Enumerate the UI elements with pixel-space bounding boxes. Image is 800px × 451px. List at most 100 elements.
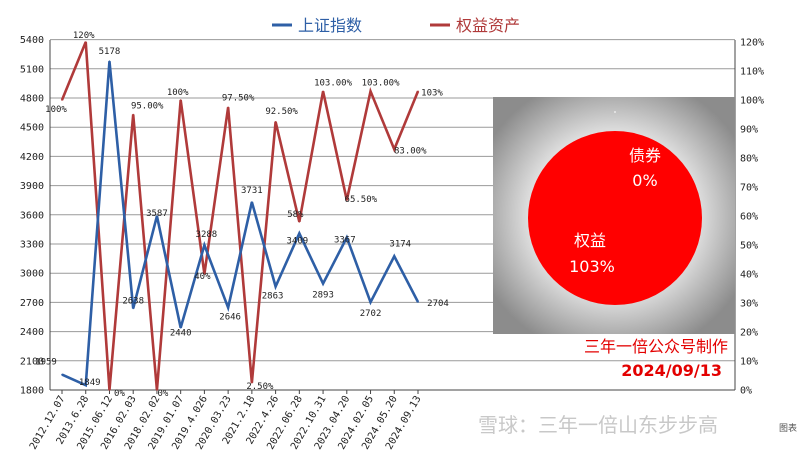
x-axis: 2012.12.072013.6.282015.06.122016.02.032…: [28, 390, 424, 451]
data-label-sse: 2702: [360, 309, 382, 319]
y2-tick-label: 70%: [740, 183, 758, 194]
data-label-equity: 92.50%: [265, 107, 298, 117]
watermark: 雪球：三年一倍山东步步高: [478, 413, 718, 437]
data-label-sse: 3288: [196, 230, 218, 240]
y2-tick-label: 30%: [740, 299, 758, 310]
data-label-sse: 2440: [170, 329, 192, 339]
series-point: [346, 199, 348, 201]
data-label-sse: 3367: [334, 235, 356, 245]
data-label-equity: 120%: [73, 31, 95, 41]
y-tick-label: 4200: [20, 152, 44, 163]
data-label-equity: 103.00%: [314, 78, 353, 88]
data-label-sse: 2893: [312, 291, 334, 301]
series-layer: [60, 41, 420, 391]
pie-label-equity: 权益: [574, 231, 606, 250]
series-point: [84, 41, 87, 43]
series-point: [369, 90, 372, 93]
data-label-equity: 95.00%: [131, 102, 164, 112]
y-tick-label: 2100: [20, 356, 44, 367]
y2-tick-label: 90%: [740, 125, 758, 136]
data-label-sse: 5178: [99, 47, 121, 57]
series-point: [203, 273, 206, 275]
y-axis-left: 1800 2100 2400 2700 3000 3300 3600 3900 4200 4500…: [20, 35, 44, 396]
y-tick-label: 3900: [20, 181, 44, 192]
y-tick-label: 5400: [20, 35, 44, 46]
legend-label-sse: 上证指数: [298, 16, 362, 35]
series-point: [108, 60, 111, 63]
data-label-sse: 2638: [122, 296, 144, 306]
pie-value-equity: 103%: [569, 257, 615, 276]
data-label-sse: 3174: [389, 239, 411, 249]
y2-tick-label: 40%: [740, 270, 758, 281]
data-label-equity: 40%: [194, 272, 211, 282]
y-tick-label: 4500: [20, 123, 44, 134]
data-labels: 1959 1849 5178 2638 3587 2440 3288 2646 3731 2863…: [35, 31, 449, 399]
series-point: [393, 148, 396, 151]
y-tick-label: 3300: [20, 240, 44, 251]
data-label-sse: 3587: [146, 209, 168, 219]
series-point: [61, 373, 63, 376]
data-label-equity: 97.50%: [222, 93, 255, 103]
data-label-equity: 0%: [114, 389, 125, 399]
data-label-equity: 100%: [45, 105, 67, 115]
y-tick-label: 1800: [20, 386, 44, 397]
y-tick-label: 3000: [20, 269, 44, 280]
y2-tick-label: 50%: [740, 241, 758, 252]
pie-slice-equity: [528, 131, 702, 305]
series-point: [227, 106, 229, 109]
data-label-sse: 2704: [427, 299, 449, 309]
y2-tick-label: 100%: [740, 96, 764, 107]
data-label-sse: 1959: [35, 358, 57, 368]
series-point: [156, 389, 158, 391]
series-point: [417, 90, 419, 93]
series-point: [369, 301, 372, 304]
series-point: [274, 120, 277, 123]
data-label-sse: 3409: [286, 236, 308, 246]
data-label-equity: 103.00%: [362, 78, 401, 88]
series-point: [251, 381, 253, 384]
credit-line: 三年一倍公众号制作: [584, 337, 728, 356]
y-axis-right: 0% 10% 20% 30% 40% 50% 60% 70% 80% 90% 100% 110% 120…: [740, 38, 764, 397]
pie-panel: 债券 0% 权益 103%: [493, 97, 735, 334]
y2-tick-label: 0%: [740, 386, 752, 397]
series-point: [132, 307, 134, 310]
y2-tick-label: 120%: [740, 38, 764, 49]
series-point: [132, 113, 134, 116]
y2-tick-label: 10%: [740, 357, 758, 368]
series-point: [298, 232, 301, 235]
y-tick-label: 3600: [20, 210, 44, 221]
series-point: [322, 282, 324, 285]
data-label-sse: 2863: [262, 292, 284, 302]
y-tick-label: 4800: [20, 94, 44, 105]
data-label-equity: 2.50%: [246, 382, 274, 392]
series-point: [156, 215, 158, 217]
data-label-equity: 100%: [167, 88, 189, 98]
series-point: [108, 389, 111, 391]
y-tick-label: 2700: [20, 298, 44, 309]
legend-label-equity: 权益资产: [456, 16, 520, 35]
series-point: [417, 301, 419, 303]
y2-tick-label: 60%: [740, 212, 758, 223]
data-label-sse: 3731: [241, 186, 263, 196]
series-point: [179, 99, 182, 101]
y2-tick-label: 110%: [740, 67, 764, 78]
data-label-equity: 0%: [158, 389, 169, 399]
series-line: [61, 61, 420, 388]
data-label-equity: 83.00%: [394, 146, 427, 156]
series-point: [393, 255, 396, 258]
data-label-equity: 103%: [421, 88, 443, 98]
data-label-equity: 58%: [287, 210, 304, 220]
data-label-equity: 65.50%: [345, 195, 378, 205]
data-label-sse: 1849: [79, 378, 101, 388]
pie-value-bond: 0%: [632, 171, 657, 190]
y-tick-label: 2400: [20, 327, 44, 338]
series-line: [60, 41, 420, 391]
series-point: [61, 99, 63, 101]
series-point: [298, 221, 301, 223]
y-tick-label: 5100: [20, 64, 44, 75]
series-point: [274, 285, 277, 288]
legend: 上证指数 权益资产: [272, 16, 520, 35]
series-point: [179, 326, 182, 329]
pie-label-bond: 债券: [629, 146, 661, 165]
